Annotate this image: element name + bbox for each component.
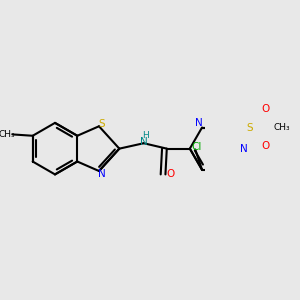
Text: H: H (142, 130, 148, 140)
Text: CH₃: CH₃ (274, 123, 290, 132)
Text: S: S (98, 118, 105, 129)
Text: N: N (240, 144, 248, 154)
Text: N: N (196, 118, 203, 128)
Text: O: O (167, 169, 175, 179)
Text: N: N (140, 137, 148, 147)
Text: CH₃: CH₃ (0, 130, 15, 139)
Text: O: O (262, 142, 270, 152)
Text: Cl: Cl (191, 142, 202, 152)
Text: O: O (262, 103, 270, 113)
Text: N: N (98, 169, 106, 179)
Text: S: S (246, 122, 253, 133)
